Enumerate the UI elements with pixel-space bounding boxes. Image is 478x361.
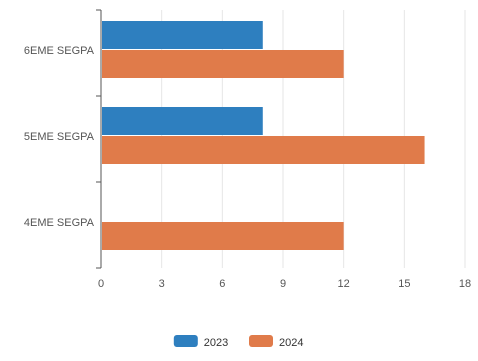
legend-label: 2023 [204, 337, 228, 349]
x-tick-label-6: 6 [219, 278, 225, 290]
y-category-label: 6EME SEGPA [24, 45, 95, 57]
x-tick-label-0: 0 [98, 278, 104, 290]
x-tick-label-12: 12 [338, 278, 350, 290]
y-category-label: 5EME SEGPA [24, 131, 95, 143]
bar-2023-1[interactable] [102, 107, 263, 135]
x-tick-label-9: 9 [280, 278, 286, 290]
x-tick-label-15: 15 [398, 278, 410, 290]
bars [102, 21, 425, 250]
legend-swatch [249, 335, 273, 347]
bar-2023-0[interactable] [102, 21, 263, 49]
legend-item-2024[interactable]: 2024 [249, 335, 303, 349]
legend[interactable]: 2023 2024 [173, 335, 304, 349]
tick-labels: 0 3 6 9 12 15 18 6EME SEGPA 5EME SEGPA 4EME SEGPA [24, 45, 471, 290]
legend-swatch [173, 335, 198, 347]
axes [96, 9, 102, 269]
bar-2024-1[interactable] [102, 136, 425, 164]
x-tick-label-3: 3 [159, 278, 165, 290]
x-tick-label-18: 18 [459, 278, 471, 290]
legend-label: 2024 [279, 337, 303, 349]
y-category-label: 4EME SEGPA [24, 217, 95, 229]
legend-item-2023[interactable]: 2023 [173, 335, 228, 349]
bar-2024-2[interactable] [102, 222, 344, 250]
bar-2024-0[interactable] [102, 50, 344, 78]
